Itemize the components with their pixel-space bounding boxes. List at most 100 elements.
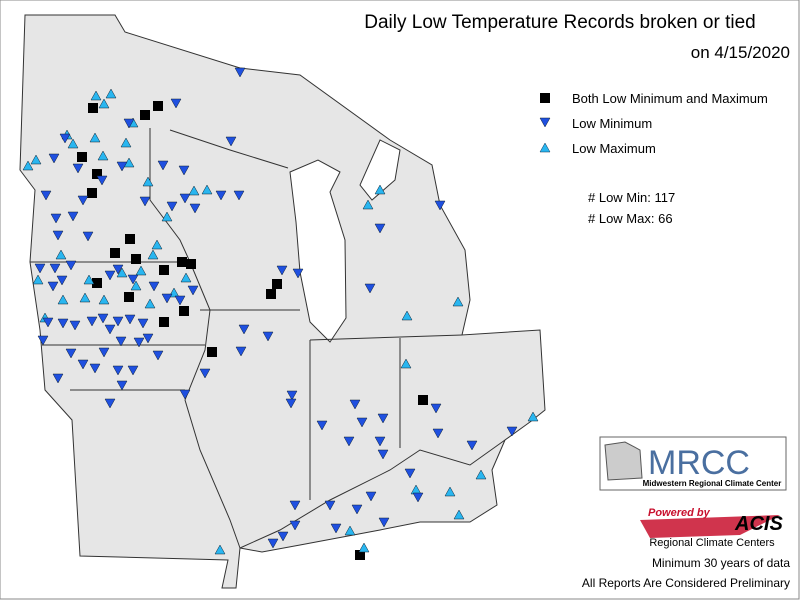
record-low-min (157, 160, 169, 171)
record-low-max (151, 239, 163, 250)
record-low-max (105, 88, 117, 99)
lake-michigan (289, 159, 347, 343)
record-low-min (104, 270, 116, 281)
record-low-max (98, 98, 110, 109)
record-low-max (358, 542, 370, 553)
record-low-min (97, 313, 109, 324)
record-low-min (37, 335, 49, 346)
logo-map (604, 441, 643, 481)
record-low-min (40, 190, 52, 201)
record-low-max (374, 184, 386, 195)
record-both (124, 292, 134, 302)
record-low-max (142, 176, 154, 187)
record-both (266, 289, 276, 299)
region (19, 14, 546, 589)
record-low-min (104, 398, 116, 409)
record-low-max (147, 249, 159, 260)
record-low-min (377, 413, 389, 424)
record-low-max (90, 90, 102, 101)
record-low-min (276, 265, 288, 276)
record-low-min (57, 318, 69, 329)
record-low-min (133, 337, 145, 348)
record-low-max (362, 199, 374, 210)
record-low-min (123, 118, 135, 129)
record-low-max (144, 298, 156, 309)
acis-name: ACIS (734, 513, 783, 535)
record-low-max (135, 265, 147, 276)
record-low-max (130, 280, 142, 291)
record-low-min (47, 281, 59, 292)
record-low-min (49, 263, 61, 274)
record-low-max (120, 137, 132, 148)
record-low-min (72, 163, 84, 174)
subtitle: on 4/15/2020 (691, 43, 790, 62)
record-low-min (48, 153, 60, 164)
record-low-min (343, 436, 355, 447)
record-low-max (79, 292, 91, 303)
record-low-min (330, 523, 342, 534)
count-min: # Low Min: 117 (588, 190, 675, 205)
record-low-min (179, 389, 191, 400)
record-low-max (83, 274, 95, 285)
acis-full: Regional Climate Centers (649, 537, 775, 549)
record-both (159, 265, 169, 275)
record-low-min (116, 380, 128, 391)
record-low-max (180, 272, 192, 283)
logo-full: Midwestern Regional Climate Center (643, 479, 782, 488)
record-low-min (65, 260, 77, 271)
record-low-min (412, 492, 424, 503)
record-low-min (112, 365, 124, 376)
record-low-min (98, 347, 110, 358)
record-low-min (187, 285, 199, 296)
record-low-min (42, 317, 54, 328)
record-low-min (174, 295, 186, 306)
title: Daily Low Temperature Records broken or … (364, 12, 755, 33)
record-low-max (344, 525, 356, 536)
record-low-min (178, 165, 190, 176)
record-both (87, 188, 97, 198)
record-both (88, 103, 98, 113)
record-low-min (234, 67, 246, 78)
record-low-min (137, 318, 149, 329)
record-both (92, 169, 102, 179)
record-both (131, 254, 141, 264)
record-low-min (233, 190, 245, 201)
record-low-min (69, 320, 81, 331)
record-low-max (201, 184, 213, 195)
record-low-min (112, 264, 124, 275)
legend-up (539, 142, 551, 153)
record-low-min (148, 281, 160, 292)
record-low-min (139, 196, 151, 207)
record-low-min (56, 275, 68, 286)
record-low-min (286, 390, 298, 401)
record-low-min (365, 491, 377, 502)
note: All Reports Are Considered Preliminary (582, 576, 790, 590)
acis-powered: Powered by (648, 507, 711, 519)
record-both (110, 248, 120, 258)
record-both (272, 279, 282, 289)
record-low-max (22, 160, 34, 171)
record-low-max (188, 185, 200, 196)
record-low-min (324, 500, 336, 511)
record-low-min (374, 223, 386, 234)
logo-name: MRCC (648, 444, 750, 482)
record-low-max (444, 486, 456, 497)
record-both (125, 234, 135, 244)
record-both (186, 259, 196, 269)
record-low-min (65, 348, 77, 359)
record-low-max (57, 294, 69, 305)
record-both (92, 278, 102, 288)
record-low-min (262, 331, 274, 342)
record-low-min (215, 190, 227, 201)
record-low-max (400, 358, 412, 369)
record-low-max (452, 296, 464, 307)
record-low-min (104, 324, 116, 335)
markers (22, 67, 539, 560)
legend-label: Low Maximum (572, 141, 656, 156)
record-low-min (432, 428, 444, 439)
record-low-min (152, 350, 164, 361)
record-low-min (466, 440, 478, 451)
record-low-min (161, 293, 173, 304)
record-low-max (161, 211, 173, 222)
